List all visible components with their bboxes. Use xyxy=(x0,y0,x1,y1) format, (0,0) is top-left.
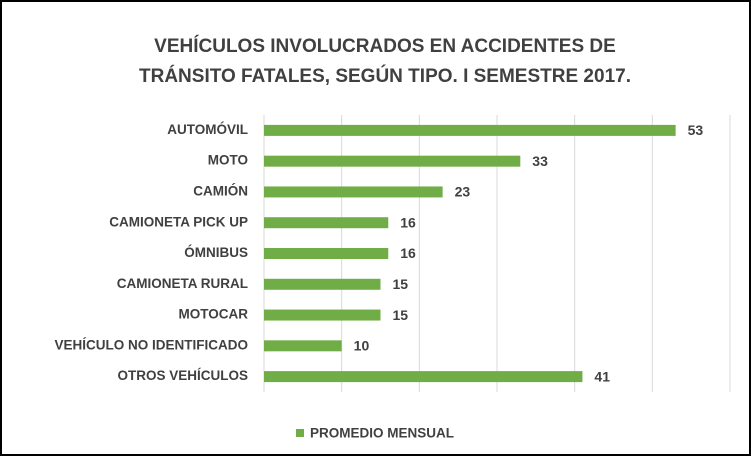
bar xyxy=(264,309,381,321)
data-label: 15 xyxy=(393,276,409,292)
y-tick-label: CAMIONETA RURAL xyxy=(117,276,248,291)
bar xyxy=(264,340,342,352)
bar xyxy=(264,124,676,136)
y-tick-label: MOTO xyxy=(208,153,248,168)
bar xyxy=(264,371,583,383)
y-tick-label: OTROS VEHÍCULOS xyxy=(117,368,248,383)
data-label: 15 xyxy=(393,307,409,323)
bar xyxy=(264,155,521,167)
data-label: 16 xyxy=(400,245,416,261)
y-tick-label: MOTOCAR xyxy=(179,307,249,322)
bar xyxy=(264,278,381,290)
y-tick-label: VEHÍCULO NO IDENTIFICADO xyxy=(54,337,248,352)
data-label: 16 xyxy=(400,214,416,230)
y-tick-label: CAMIÓN xyxy=(193,184,248,199)
chart-title: VEHÍCULOS INVOLUCRADOS EN ACCIDENTES DE xyxy=(154,35,616,57)
chart-title: TRÁNSITO FATALES, SEGÚN TIPO. I SEMESTRE… xyxy=(139,65,631,87)
data-label: 23 xyxy=(455,184,471,200)
bar xyxy=(264,248,389,259)
data-label: 41 xyxy=(594,368,610,384)
legend-label: PROMEDIO MENSUAL xyxy=(310,426,454,441)
data-label: 33 xyxy=(532,153,548,169)
bar xyxy=(264,186,443,198)
y-tick-label: CAMIONETA PICK UP xyxy=(109,214,248,229)
legend-swatch xyxy=(296,429,304,437)
y-tick-label: ÓMNIBUS xyxy=(184,245,248,260)
data-label: 53 xyxy=(688,122,704,138)
bar xyxy=(264,217,389,229)
y-tick-label: AUTOMÓVIL xyxy=(167,122,248,137)
data-label: 10 xyxy=(354,338,370,354)
